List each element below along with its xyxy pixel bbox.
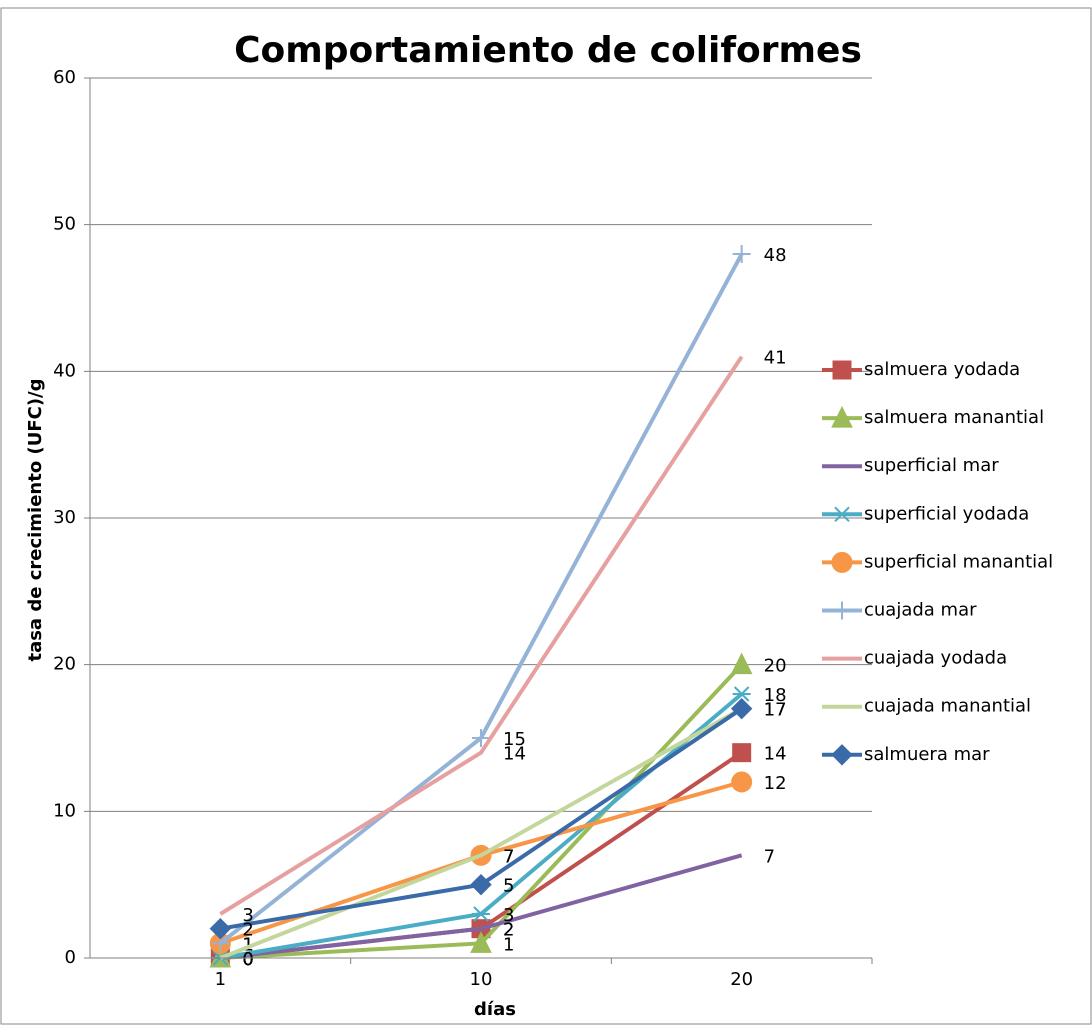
- marker: [730, 652, 753, 675]
- y-tick-label: 10: [53, 800, 76, 821]
- marker: [732, 245, 751, 263]
- data-label: 48: [764, 245, 787, 266]
- data-label: 17: [764, 700, 787, 721]
- marker: [470, 931, 492, 953]
- marker: [833, 506, 851, 523]
- x-tick-label: 1: [215, 969, 226, 990]
- data-label: 3: [503, 905, 514, 926]
- series-line: [219, 706, 743, 960]
- data-label: 2: [242, 920, 253, 941]
- data-label: 0: [242, 949, 253, 970]
- data-label: 41: [764, 348, 787, 369]
- y-axis-label: tasa de crecimiento (UFC)/g: [25, 378, 46, 661]
- marker: [832, 360, 852, 380]
- marker: [731, 771, 753, 793]
- x-tick-label: 10: [470, 969, 493, 990]
- legend-label: salmuera manantial: [864, 407, 1044, 428]
- marker: [209, 917, 232, 940]
- legend-label: salmuera mar: [864, 744, 990, 765]
- data-label: 0: [242, 949, 253, 970]
- data-label: 14: [764, 744, 787, 765]
- data-label: 14: [503, 744, 526, 765]
- data-label: 20: [764, 656, 787, 677]
- data-label: 0: [242, 949, 253, 970]
- data-label: 18: [764, 685, 787, 706]
- data-label: 0: [242, 949, 253, 970]
- series-line: [219, 253, 744, 945]
- marker: [470, 873, 492, 896]
- data-label: 1: [242, 934, 253, 955]
- marker: [831, 744, 853, 766]
- marker: [732, 743, 752, 763]
- legend-label: superficial yodada: [864, 503, 1029, 524]
- y-tick-label: 0: [65, 947, 76, 968]
- chart-border: [0, 7, 1092, 1025]
- legend-label: cuajada mar: [864, 600, 977, 621]
- data-label: 5: [503, 876, 514, 897]
- marker: [730, 697, 753, 720]
- legend-label: salmuera yodada: [864, 359, 1020, 380]
- y-tick-label: 50: [53, 214, 76, 235]
- marker: [831, 551, 853, 573]
- x-tick-label: 20: [730, 969, 753, 990]
- data-label: 0: [242, 949, 253, 970]
- data-label: 17: [764, 700, 787, 721]
- marker: [833, 601, 851, 620]
- data-label: 2: [503, 920, 514, 941]
- marker: [472, 729, 490, 747]
- series-line: [220, 853, 743, 960]
- data-label: 7: [764, 846, 775, 867]
- marker: [831, 405, 853, 428]
- legend-label: cuajada yodada: [864, 648, 1007, 669]
- data-label: 7: [503, 846, 514, 867]
- data-label: 1: [242, 934, 253, 955]
- marker: [732, 686, 751, 702]
- y-tick-label: 60: [53, 67, 76, 88]
- data-label: 12: [764, 773, 787, 794]
- data-label: 2: [503, 920, 514, 941]
- data-label: 3: [242, 905, 253, 926]
- data-label: 15: [503, 729, 526, 750]
- legend-label: superficial manantial: [864, 551, 1053, 572]
- y-tick-label: 40: [53, 360, 76, 381]
- y-tick-label: 20: [53, 654, 76, 675]
- data-label: 1: [503, 934, 514, 955]
- chart-title: Comportamiento de coliformes: [234, 30, 862, 71]
- data-label: 7: [503, 846, 514, 867]
- series-line: [219, 355, 744, 916]
- marker: [472, 906, 490, 922]
- y-tick-label: 30: [53, 507, 76, 528]
- x-axis-label: días: [474, 999, 516, 1020]
- legend-label: superficial mar: [864, 455, 999, 476]
- legend-label: cuajada manantial: [864, 696, 1031, 717]
